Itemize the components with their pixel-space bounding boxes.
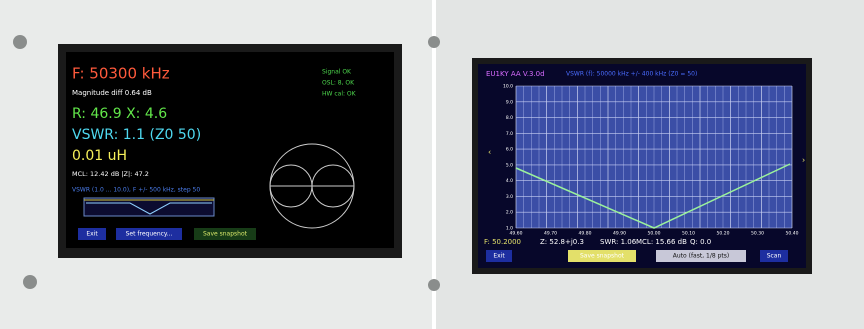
screw: [428, 36, 440, 48]
y-tick-label: 5.0: [506, 162, 513, 168]
x-tick-label: 50.00: [648, 231, 661, 237]
photo: F: 50300 kHz Magnitude diff 0.64 dB Sign…: [0, 0, 864, 329]
impedance: R: 46.9 X: 4.6: [72, 106, 167, 122]
button-label[interactable]: Exit: [86, 231, 98, 238]
x-tick-label: 50.20: [717, 231, 730, 237]
readout-value: Q: 0.0: [690, 238, 711, 246]
readout-value: F: 50.2000: [484, 238, 521, 246]
readout-value: MCL: 15.66 dB: [636, 238, 687, 246]
button-label[interactable]: Set frequency...: [126, 231, 173, 238]
inductance: 0.01 uH: [72, 148, 127, 164]
y-tick-label: 6.0: [506, 147, 513, 153]
x-tick-label: 50.40: [786, 231, 799, 237]
scan-caption: VSWR (1.0 ... 10.0), F +/- 500 kHz, step…: [72, 187, 200, 194]
caption: VSWR (f): 50000 kHz +/- 400 kHz (Z0 = 50…: [566, 71, 697, 78]
y-tick-label: 8.0: [506, 115, 513, 121]
magnitude-diff: Magnitude diff 0.64 dB: [72, 89, 152, 97]
screw: [13, 35, 27, 49]
y-tick-label: 7.0: [506, 131, 513, 137]
y-tick-label: 9.0: [506, 99, 513, 105]
readout-value: Z: 52.8+j0.3: [540, 238, 584, 246]
button-label[interactable]: Scan: [767, 253, 782, 260]
arrow-right[interactable]: ›: [802, 156, 805, 165]
status: HW cal: OK: [322, 91, 357, 98]
frequency: F: 50300 kHz: [72, 65, 170, 83]
x-tick-label: 50.10: [682, 231, 695, 237]
button-label[interactable]: Save snapshot: [580, 253, 625, 260]
y-tick-label: 2.0: [506, 210, 513, 216]
arrow-left[interactable]: ‹: [488, 148, 491, 157]
mcl: MCL: 12.42 dB |Z|: 47.2: [72, 170, 149, 178]
button-label[interactable]: Save snapshot: [203, 231, 248, 238]
status: OSL: 8, OK: [322, 80, 355, 87]
readout-value: SWR: 1.06: [600, 238, 637, 246]
button-label[interactable]: Exit: [493, 253, 505, 260]
y-tick-label: 3.0: [506, 194, 513, 200]
vswr: VSWR: 1.1 (Z0 50): [72, 127, 201, 143]
x-tick-label: 49.70: [544, 231, 557, 237]
button-label[interactable]: Auto (fast, 1/8 pts): [673, 253, 729, 260]
y-tick-label: 10.0: [503, 84, 513, 90]
y-tick-label: 4.0: [506, 178, 513, 184]
title: EU1KY AA V.3.0d: [486, 70, 545, 78]
x-tick-label: 49.80: [579, 231, 592, 237]
x-tick-label: 50.30: [751, 231, 764, 237]
screw: [23, 275, 37, 289]
x-tick-label: 49.90: [613, 231, 626, 237]
screw: [428, 279, 440, 291]
status: Signal OK: [322, 69, 352, 76]
x-tick-label: 49.60: [510, 231, 523, 237]
